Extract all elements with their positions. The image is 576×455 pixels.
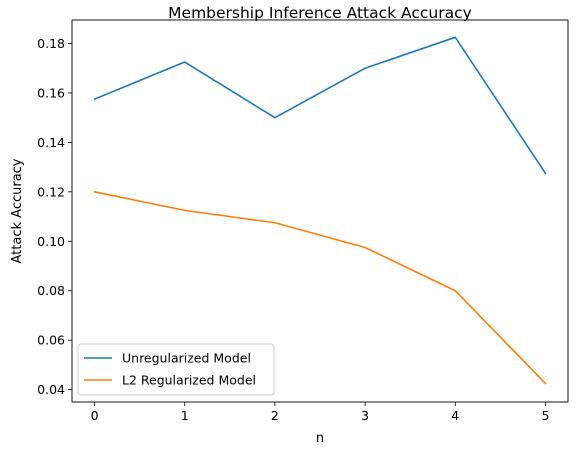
y-tick-label: 0.18 <box>37 36 65 51</box>
legend: Unregularized Model L2 Regularized Model <box>77 343 275 396</box>
legend-box <box>77 343 275 396</box>
x-tick-label: 4 <box>451 408 459 423</box>
y-tick-label: 0.08 <box>37 283 65 298</box>
plot-frame <box>71 19 569 403</box>
series-line-1 <box>93 36 547 175</box>
legend-label-2: L2 Regularized Model <box>122 373 256 388</box>
series-layer <box>93 36 547 385</box>
y-tick-label: 0.14 <box>37 135 65 150</box>
x-tick-label: 5 <box>541 408 549 423</box>
x-axis: 0 1 2 3 4 5 <box>91 402 549 423</box>
legend-label-1: Unregularized Model <box>122 351 251 366</box>
y-tick-label: 0.06 <box>37 333 65 348</box>
x-tick-label: 2 <box>271 408 279 423</box>
x-tick-label: 1 <box>181 408 189 423</box>
y-axis: 0.04 0.06 0.08 0.10 0.12 0.14 0.16 0.18 <box>37 36 72 397</box>
chart-title: Membership Inference Attack Accuracy <box>168 4 472 22</box>
y-axis-label: Attack Accuracy <box>10 158 25 263</box>
x-tick-label: 3 <box>361 408 369 423</box>
y-tick-label: 0.10 <box>37 234 65 249</box>
y-tick-label: 0.04 <box>37 382 65 397</box>
x-axis-label: n <box>316 431 324 446</box>
x-tick-label: 0 <box>91 408 99 423</box>
y-tick-label: 0.16 <box>37 85 65 100</box>
series-line-2 <box>93 190 547 385</box>
y-tick-label: 0.12 <box>37 184 65 199</box>
